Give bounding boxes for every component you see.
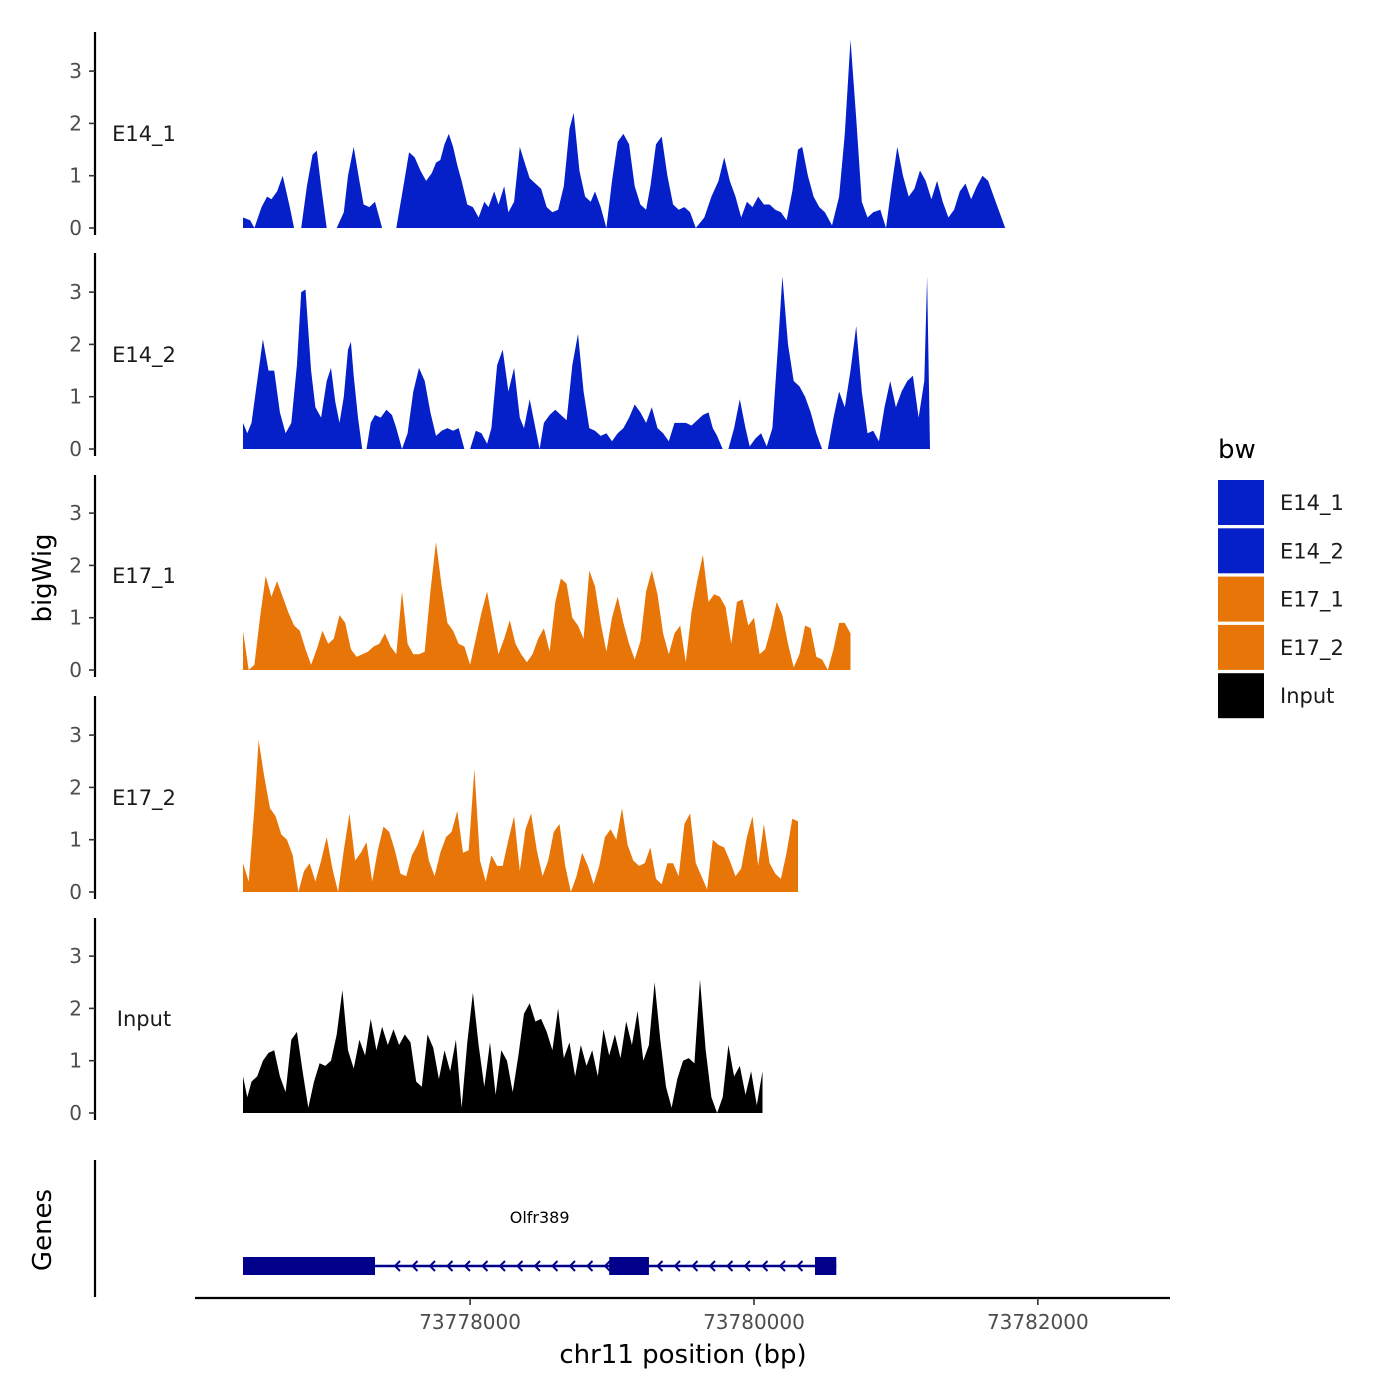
y-tick-label: 1	[69, 164, 82, 188]
strand-chevron	[533, 1260, 541, 1272]
legend-label: E14_2	[1280, 539, 1344, 564]
y-tick-label: 0	[69, 658, 82, 682]
y-tick-label: 1	[69, 606, 82, 630]
genes-axis-title: Genes	[28, 1189, 58, 1271]
legend-label: E17_2	[1280, 636, 1344, 661]
signal-area-E17_2	[243, 740, 798, 892]
strand-chevron	[778, 1260, 786, 1272]
strand-chevron	[761, 1260, 769, 1272]
signal-area-E17_1	[243, 541, 851, 670]
legend-label: E17_1	[1280, 588, 1344, 613]
y-tick-label: 0	[69, 880, 82, 904]
track-E14_2: 0 1 2 3 E14_2	[69, 253, 930, 461]
strand-chevron	[393, 1260, 401, 1272]
y-tick-label: 3	[69, 723, 82, 747]
legend-title: bw	[1218, 435, 1256, 465]
strand-chevron	[796, 1260, 804, 1272]
gene-label: Olfr389	[510, 1208, 570, 1227]
strand-chevron	[708, 1260, 716, 1272]
y-tick-label: 1	[69, 385, 82, 409]
y-tick-label: 0	[69, 437, 82, 461]
genes-panel: Olfr389	[93, 1160, 837, 1297]
x-axis-title: chr11 position (bp)	[559, 1340, 806, 1370]
x-tick-label: 73778000	[419, 1310, 521, 1334]
track-label: E17_2	[112, 786, 176, 811]
y-tick-label: 2	[69, 111, 82, 135]
y-axis-title: bigWig	[28, 533, 58, 622]
strand-chevron	[463, 1260, 471, 1272]
track-label: E14_2	[112, 343, 176, 368]
strand-chevron	[691, 1260, 699, 1272]
y-tick-label: 3	[69, 59, 82, 83]
legend-entry-E17_2: E17_2	[1218, 624, 1344, 670]
track-E14_1: 0 1 2 3 E14_1	[69, 32, 1006, 240]
legend-entry-E14_2: E14_2	[1218, 528, 1344, 574]
gene-exon	[609, 1257, 649, 1275]
track-Input: 0 1 2 3 Input	[69, 918, 763, 1125]
strand-chevron	[568, 1260, 576, 1272]
gene-exon	[815, 1257, 837, 1275]
y-tick-label: 0	[69, 216, 82, 240]
strand-chevron	[551, 1260, 559, 1272]
strand-chevron	[726, 1260, 734, 1272]
strand-chevron	[498, 1260, 506, 1272]
y-tick-label: 2	[69, 332, 82, 356]
legend-label: E14_1	[1280, 491, 1344, 516]
track-label: E17_1	[112, 564, 176, 589]
strand-chevron	[516, 1260, 524, 1272]
strand-chevron	[428, 1260, 436, 1272]
signal-area-E14_1	[243, 39, 1006, 229]
tracks-layer: 0 1 2 3 E14_1 0 1 2 3 E14_2 0 1 2 3 E17_1 0 1 2 3 E17_2 0 1 2 3…	[69, 32, 1006, 1125]
track-label: Input	[117, 1007, 171, 1031]
y-tick-label: 2	[69, 553, 82, 577]
y-tick-label: 3	[69, 501, 82, 525]
strand-chevron	[743, 1260, 751, 1272]
track-E17_1: 0 1 2 3 E17_1	[69, 475, 851, 682]
legend-key	[1218, 480, 1264, 525]
legend: E14_1 E14_2 E17_1 E17_2 Input	[1218, 480, 1344, 719]
x-tick-label: 73782000	[987, 1310, 1089, 1334]
legend-key	[1218, 624, 1264, 670]
track-E17_2: 0 1 2 3 E17_2	[69, 696, 798, 904]
signal-area-E14_2	[243, 276, 930, 449]
signal-area-Input	[243, 979, 763, 1113]
y-tick-label: 0	[69, 1101, 82, 1125]
strand-chevron	[673, 1260, 681, 1272]
y-tick-label: 2	[69, 996, 82, 1020]
track-label: E14_1	[112, 122, 176, 147]
legend-entry-E17_1: E17_1	[1218, 576, 1344, 622]
legend-key	[1218, 576, 1264, 622]
strand-chevron	[586, 1260, 594, 1272]
y-tick-label: 3	[69, 944, 82, 968]
gene-exon	[243, 1257, 375, 1275]
strand-chevron	[411, 1260, 419, 1272]
legend-label: Input	[1280, 684, 1334, 708]
strand-chevron	[481, 1260, 489, 1272]
gene-Olfr389: Olfr389	[243, 1208, 837, 1275]
legend-key	[1218, 673, 1264, 719]
x-tick-label: 73780000	[703, 1310, 805, 1334]
legend-entry-E14_1: E14_1	[1218, 480, 1344, 525]
y-tick-label: 3	[69, 280, 82, 304]
x-axis: 73778000 73780000 73782000	[195, 1296, 1170, 1334]
y-tick-label: 2	[69, 775, 82, 799]
y-tick-label: 1	[69, 828, 82, 852]
strand-chevron	[446, 1260, 454, 1272]
legend-key	[1218, 528, 1264, 574]
legend-entry-Input: Input	[1218, 673, 1334, 719]
strand-chevron	[603, 1260, 611, 1272]
strand-chevron	[656, 1260, 664, 1272]
y-tick-label: 1	[69, 1049, 82, 1073]
